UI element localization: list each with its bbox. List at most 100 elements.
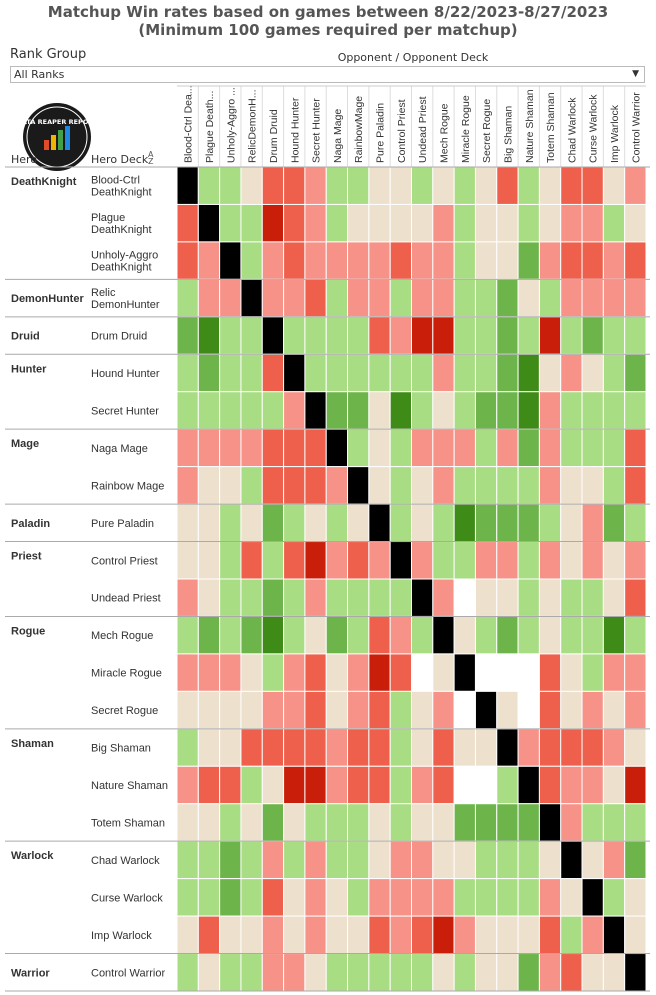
heatmap-cell[interactable]	[581, 653, 604, 692]
heatmap-cell[interactable]	[474, 466, 498, 505]
heatmap-cell[interactable]	[261, 690, 285, 730]
heatmap-cell[interactable]	[602, 203, 626, 243]
heatmap-cell[interactable]	[581, 541, 604, 580]
hero-column-header[interactable]: Hero	[11, 153, 38, 166]
heatmap-cell[interactable]	[240, 166, 263, 205]
heatmap-cell[interactable]	[240, 878, 263, 917]
heatmap-cell[interactable]	[432, 503, 455, 543]
heatmap-cell[interactable]	[240, 690, 263, 730]
heatmap-cell[interactable]	[517, 615, 540, 655]
heatmap-cell[interactable]	[325, 765, 349, 805]
heatmap-cell[interactable]	[389, 353, 413, 393]
heatmap-cell[interactable]	[347, 878, 370, 917]
heatmap-cell[interactable]	[219, 541, 242, 580]
heatmap-cell[interactable]	[624, 316, 647, 355]
heatmap-cell[interactable]	[347, 466, 370, 505]
heatmap-cell[interactable]	[581, 615, 604, 655]
heatmap-cell[interactable]	[432, 466, 455, 505]
heatmap-cell[interactable]	[197, 278, 221, 318]
heatmap-cell[interactable]	[325, 840, 349, 880]
heatmap-cell[interactable]	[347, 541, 370, 580]
heatmap-cell[interactable]	[347, 728, 370, 767]
heatmap-cell[interactable]	[560, 615, 583, 655]
column-header[interactable]: Totem Shaman	[545, 92, 557, 163]
heatmap-cell[interactable]	[304, 803, 327, 842]
heatmap-cell[interactable]	[240, 466, 263, 505]
heatmap-cell[interactable]	[197, 915, 221, 955]
heatmap-cell[interactable]	[624, 466, 647, 505]
heatmap-cell[interactable]	[517, 466, 540, 505]
heatmap-cell[interactable]	[283, 803, 306, 842]
heatmap-cell[interactable]	[432, 915, 455, 955]
heatmap-cell[interactable]	[602, 803, 626, 842]
heatmap-cell[interactable]	[624, 840, 647, 880]
column-header[interactable]: Hound Hunter	[289, 97, 301, 163]
heatmap-cell[interactable]	[219, 166, 242, 205]
heatmap-cell[interactable]	[602, 915, 626, 955]
column-header[interactable]: Drum Druid	[268, 109, 280, 163]
heatmap-cell[interactable]	[453, 466, 476, 505]
heatmap-cell[interactable]	[602, 466, 626, 505]
heatmap-cell[interactable]	[389, 241, 413, 280]
heatmap-cell[interactable]	[304, 728, 327, 767]
heatmap-cell[interactable]	[325, 953, 349, 992]
heatmap-cell[interactable]	[304, 690, 327, 730]
column-header[interactable]: Unholy-Aggro ...	[225, 87, 237, 163]
heatmap-cell[interactable]	[560, 466, 583, 505]
heatmap-cell[interactable]	[432, 316, 455, 355]
heatmap-cell[interactable]	[347, 653, 370, 692]
heatmap-cell[interactable]	[453, 915, 476, 955]
heatmap-cell[interactable]	[219, 878, 242, 917]
heatmap-cell[interactable]	[474, 953, 498, 992]
heatmap-cell[interactable]	[624, 728, 647, 767]
heatmap-cell[interactable]	[368, 203, 391, 243]
heatmap-cell[interactable]	[602, 653, 626, 692]
heatmap-cell[interactable]	[325, 466, 349, 505]
heatmap-cell[interactable]	[197, 765, 221, 805]
column-header[interactable]: Blood-Ctrl Dea...	[183, 85, 195, 163]
heatmap-cell[interactable]	[432, 690, 455, 730]
heatmap-cell[interactable]	[432, 278, 455, 318]
heatmap-cell[interactable]	[197, 166, 221, 205]
chevron-down-icon[interactable]: ▼	[632, 69, 639, 79]
heatmap-cell[interactable]	[304, 241, 327, 280]
heatmap-cell[interactable]	[176, 840, 199, 880]
heatmap-cell[interactable]	[261, 878, 285, 917]
heatmap-cell[interactable]	[581, 878, 604, 917]
heatmap-cell[interactable]	[325, 653, 349, 692]
heatmap-cell[interactable]	[411, 765, 434, 805]
heatmap-cell[interactable]	[240, 391, 263, 430]
heatmap-cell[interactable]	[347, 428, 370, 468]
heatmap-cell[interactable]	[602, 278, 626, 318]
heatmap-cell[interactable]	[496, 466, 519, 505]
heatmap-cell[interactable]	[389, 428, 413, 468]
heatmap-cell[interactable]	[496, 728, 519, 767]
heatmap-cell[interactable]	[197, 391, 221, 430]
heatmap-cell[interactable]	[581, 728, 604, 767]
heatmap-cell[interactable]	[453, 803, 476, 842]
heatmap-cell[interactable]	[538, 203, 562, 243]
heatmap-cell[interactable]	[240, 278, 263, 318]
heatmap-cell[interactable]	[624, 690, 647, 730]
heatmap-cell[interactable]	[176, 203, 199, 243]
heatmap-cell[interactable]	[304, 615, 327, 655]
heatmap-cell[interactable]	[411, 578, 434, 617]
heatmap-cell[interactable]	[517, 953, 540, 992]
column-header[interactable]: RelicDemonH...	[247, 89, 259, 163]
heatmap-cell[interactable]	[496, 428, 519, 468]
heatmap-cell[interactable]	[538, 915, 562, 955]
heatmap-cell[interactable]	[176, 803, 199, 842]
heatmap-cell[interactable]	[240, 803, 263, 842]
heatmap-cell[interactable]	[304, 653, 327, 692]
heatmap-cell[interactable]	[347, 690, 370, 730]
heatmap-cell[interactable]	[474, 690, 498, 730]
heatmap-cell[interactable]	[219, 391, 242, 430]
heatmap-cell[interactable]	[474, 728, 498, 767]
heatmap-cell[interactable]	[474, 803, 498, 842]
heatmap-cell[interactable]	[240, 503, 263, 543]
heatmap-cell[interactable]	[368, 953, 391, 992]
heatmap-cell[interactable]	[304, 466, 327, 505]
heatmap-cell[interactable]	[496, 878, 519, 917]
heatmap-cell[interactable]	[283, 878, 306, 917]
heatmap-cell[interactable]	[368, 241, 391, 280]
